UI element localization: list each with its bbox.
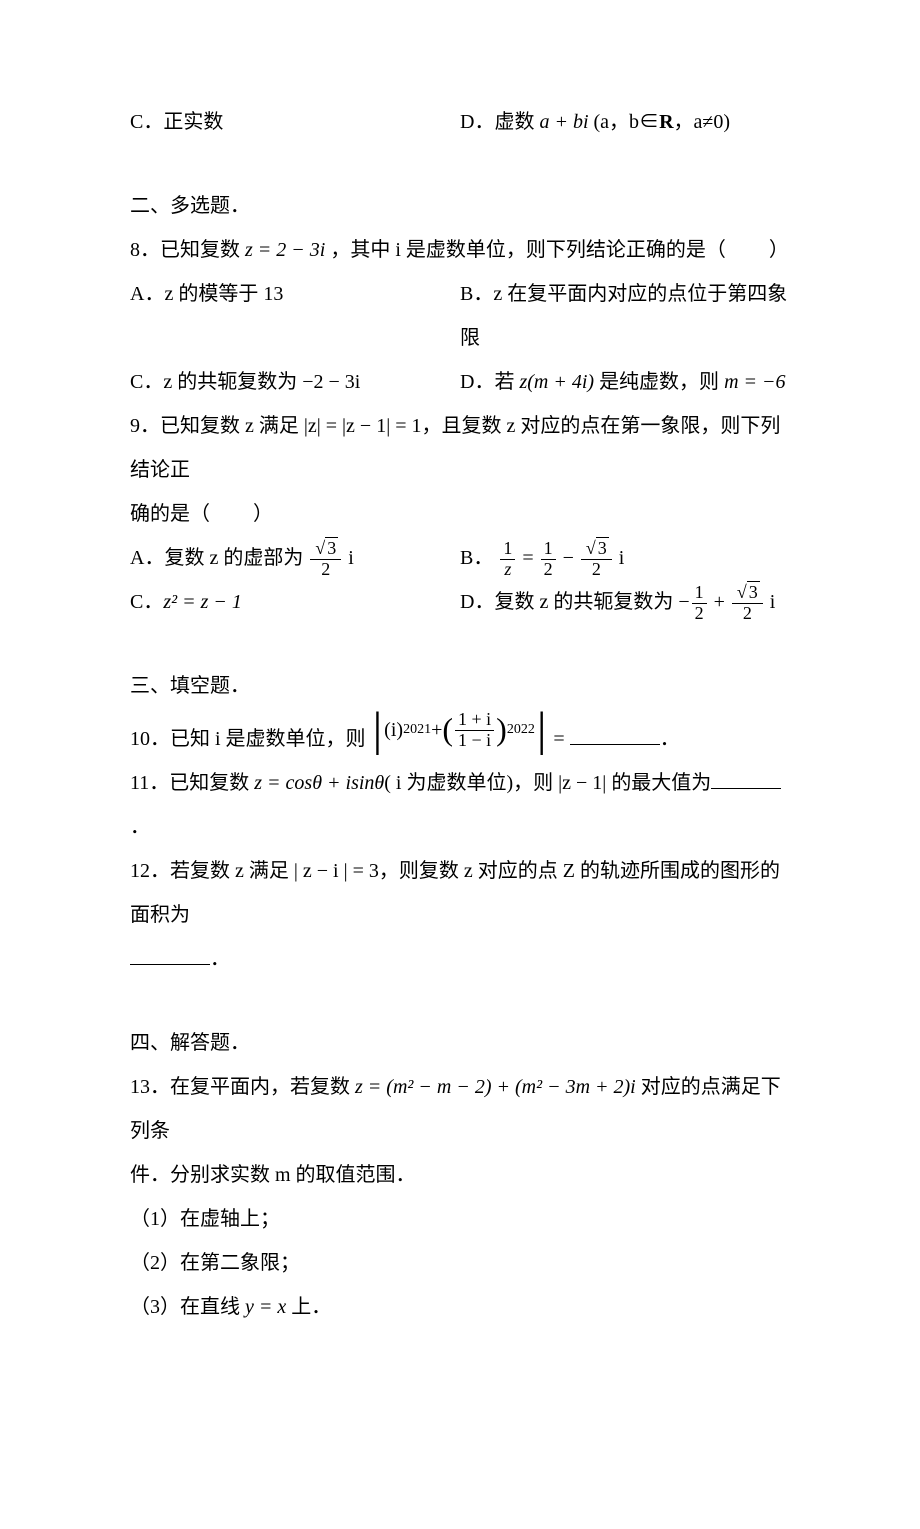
q11: 11．已知复数 z = cosθ + isinθ( i 为虚数单位)，则 |z … <box>130 761 790 849</box>
q13-line2: 件．分别求实数 m 的取值范围． <box>130 1153 790 1197</box>
q9-d-frac2: 32 <box>732 583 763 624</box>
q7-option-c: C．正实数 <box>130 100 460 144</box>
q11-suffix: 的最大值为 <box>606 772 711 794</box>
q11-mid: ( i 为虚数单位)，则 <box>384 772 558 794</box>
q8-blank-paren: （ ） <box>706 239 790 261</box>
q9-b-frac2: 32 <box>581 539 612 580</box>
q10-inner-frac: 1 + i1 − i <box>455 710 494 751</box>
q11-expr: z = cosθ + isinθ <box>254 772 384 794</box>
section-3-heading: 三、填空题． <box>130 664 790 708</box>
q8-option-b: B．z 在复平面内对应的点位于第四象限 <box>460 272 790 360</box>
q7-options-row-2: C．正实数 D．虚数 a + bi (a，b∈R，a≠0) <box>130 100 790 144</box>
q13-prefix: 13．在复平面内，若复数 <box>130 1076 355 1098</box>
abs-bar-left: | <box>373 711 383 749</box>
q8-stem-expr: z = 2 − 3i <box>245 239 325 261</box>
q9-b-prefix: B． <box>460 547 493 569</box>
q9-b-lhs: 1z <box>500 539 515 580</box>
q8-d-prefix: D．若 <box>460 371 519 393</box>
q9-stem-line2-text: 确的是 <box>130 503 190 525</box>
q9-options-row-2: C．z² = z − 1 D．复数 z 的共轭复数为 −12 + 32 i <box>130 580 790 624</box>
q9-b-half: 12 <box>541 539 556 580</box>
q8-stem-prefix: 8．已知复数 <box>130 239 245 261</box>
q9-c-expr: z² = z − 1 <box>163 591 242 613</box>
q10-abs: | (i)2021 + (1 + i1 − i)2022 | <box>371 708 549 752</box>
q8-c-expr: −2 − 3i <box>302 371 360 393</box>
q9-d-prefix: D．复数 z 的共轭复数为 <box>460 591 678 613</box>
q8-options-row-2: C．z 的共轭复数为 −2 − 3i D．若 z(m + 4i) 是纯虚数，则 … <box>130 360 790 404</box>
q9-option-c: C．z² = z − 1 <box>130 580 460 624</box>
q8-stem: 8．已知复数 z = 2 − 3i ，其中 i 是虚数单位，则下列结论正确的是（… <box>130 228 790 272</box>
q13-expr: z = (m² − m − 2) + (m² − 3m + 2)i <box>355 1076 636 1098</box>
q9-stem-line1: 9．已知复数 z 满足 |z| = |z − 1| = 1，且复数 z 对应的点… <box>130 404 790 492</box>
q11-blank <box>711 768 781 789</box>
q7-d-suffix: (a，b∈ <box>589 111 660 133</box>
section-4-heading: 四、解答题． <box>130 1021 790 1065</box>
q11-abs: |z − 1| <box>558 772 606 794</box>
q10-eq: = <box>553 728 569 750</box>
section-2-heading: 二、多选题． <box>130 184 790 228</box>
q8-option-a: A．z 的模等于 13 <box>130 272 460 360</box>
q13-part-2: （2）在第二象限； <box>130 1241 790 1285</box>
q12-line2: ． <box>130 937 790 981</box>
q9-option-d: D．复数 z 的共轭复数为 −12 + 32 i <box>460 580 790 624</box>
q11-prefix: 11．已知复数 <box>130 772 254 794</box>
q8-d-mid: 是纯虚数，则 <box>594 371 724 393</box>
q12-expr: | z − i | = 3 <box>294 860 379 882</box>
q7-d-expr: a + bi <box>539 111 588 133</box>
q12-end: ． <box>210 948 230 970</box>
q9-d-half: 12 <box>692 583 707 624</box>
q9-option-a: A．复数 z 的虚部为 32 i <box>130 536 460 580</box>
q13-p3-expr: y = x <box>245 1296 286 1318</box>
q8-d-eq: m = −6 <box>724 371 785 393</box>
q13-part-1: （1）在虚轴上； <box>130 1197 790 1241</box>
q9-stem-line2: 确的是（ ） <box>130 492 790 536</box>
q8-option-c: C．z 的共轭复数为 −2 − 3i <box>130 360 460 404</box>
q12-blank <box>130 944 210 965</box>
q8-c-prefix: C．z 的共轭复数为 <box>130 371 302 393</box>
q11-end: ． <box>130 816 150 838</box>
q13-subparts: （1）在虚轴上； （2）在第二象限； （3）在直线 y = x 上． <box>130 1197 790 1329</box>
q7-option-d: D．虚数 a + bi (a，b∈R，a≠0) <box>460 100 790 144</box>
q13-part-3: （3）在直线 y = x 上． <box>130 1285 790 1329</box>
q9-option-b: B． 1z = 12 − 32 i <box>460 536 790 580</box>
q9-a-frac: 32 <box>310 539 341 580</box>
q7-d-end: ，a≠0) <box>674 111 731 133</box>
q8-options-row-1: A．z 的模等于 13 B．z 在复平面内对应的点位于第四象限 <box>130 272 790 360</box>
q9-stem-prefix: 9．已知复数 z 满足 <box>130 415 304 437</box>
q13-p3-prefix: （3）在直线 <box>130 1296 245 1318</box>
q8-stem-suffix: ，其中 i 是虚数单位，则下列结论正确的是 <box>325 239 706 261</box>
q9-blank-paren: （ ） <box>190 503 274 525</box>
q9-a-prefix: A．复数 z 的虚部为 <box>130 547 308 569</box>
q10-blank <box>570 724 660 745</box>
q12-prefix: 12．若复数 z 满足 <box>130 860 294 882</box>
q10-prefix: 10．已知 i 是虚数单位，则 <box>130 728 371 750</box>
q9-stem-expr: |z| = |z − 1| = 1 <box>304 415 422 437</box>
q9-c-prefix: C． <box>130 591 163 613</box>
abs-bar-right: | <box>537 711 547 749</box>
q8-option-d: D．若 z(m + 4i) 是纯虚数，则 m = −6 <box>460 360 790 404</box>
q13-p3-suffix: 上． <box>286 1296 331 1318</box>
q8-d-expr: z(m + 4i) <box>519 371 594 393</box>
q12-line1: 12．若复数 z 满足 | z − i | = 3，则复数 z 对应的点 Z 的… <box>130 849 790 937</box>
q10: 10．已知 i 是虚数单位，则 | (i)2021 + (1 + i1 − i)… <box>130 708 790 761</box>
q13-line1: 13．在复平面内，若复数 z = (m² − m − 2) + (m² − 3m… <box>130 1065 790 1153</box>
q9-options-row-1: A．复数 z 的虚部为 32 i B． 1z = 12 − 32 i <box>130 536 790 580</box>
q7-d-set: R <box>659 111 673 133</box>
q10-end: ． <box>660 728 680 750</box>
q7-d-prefix: D．虚数 <box>460 111 539 133</box>
